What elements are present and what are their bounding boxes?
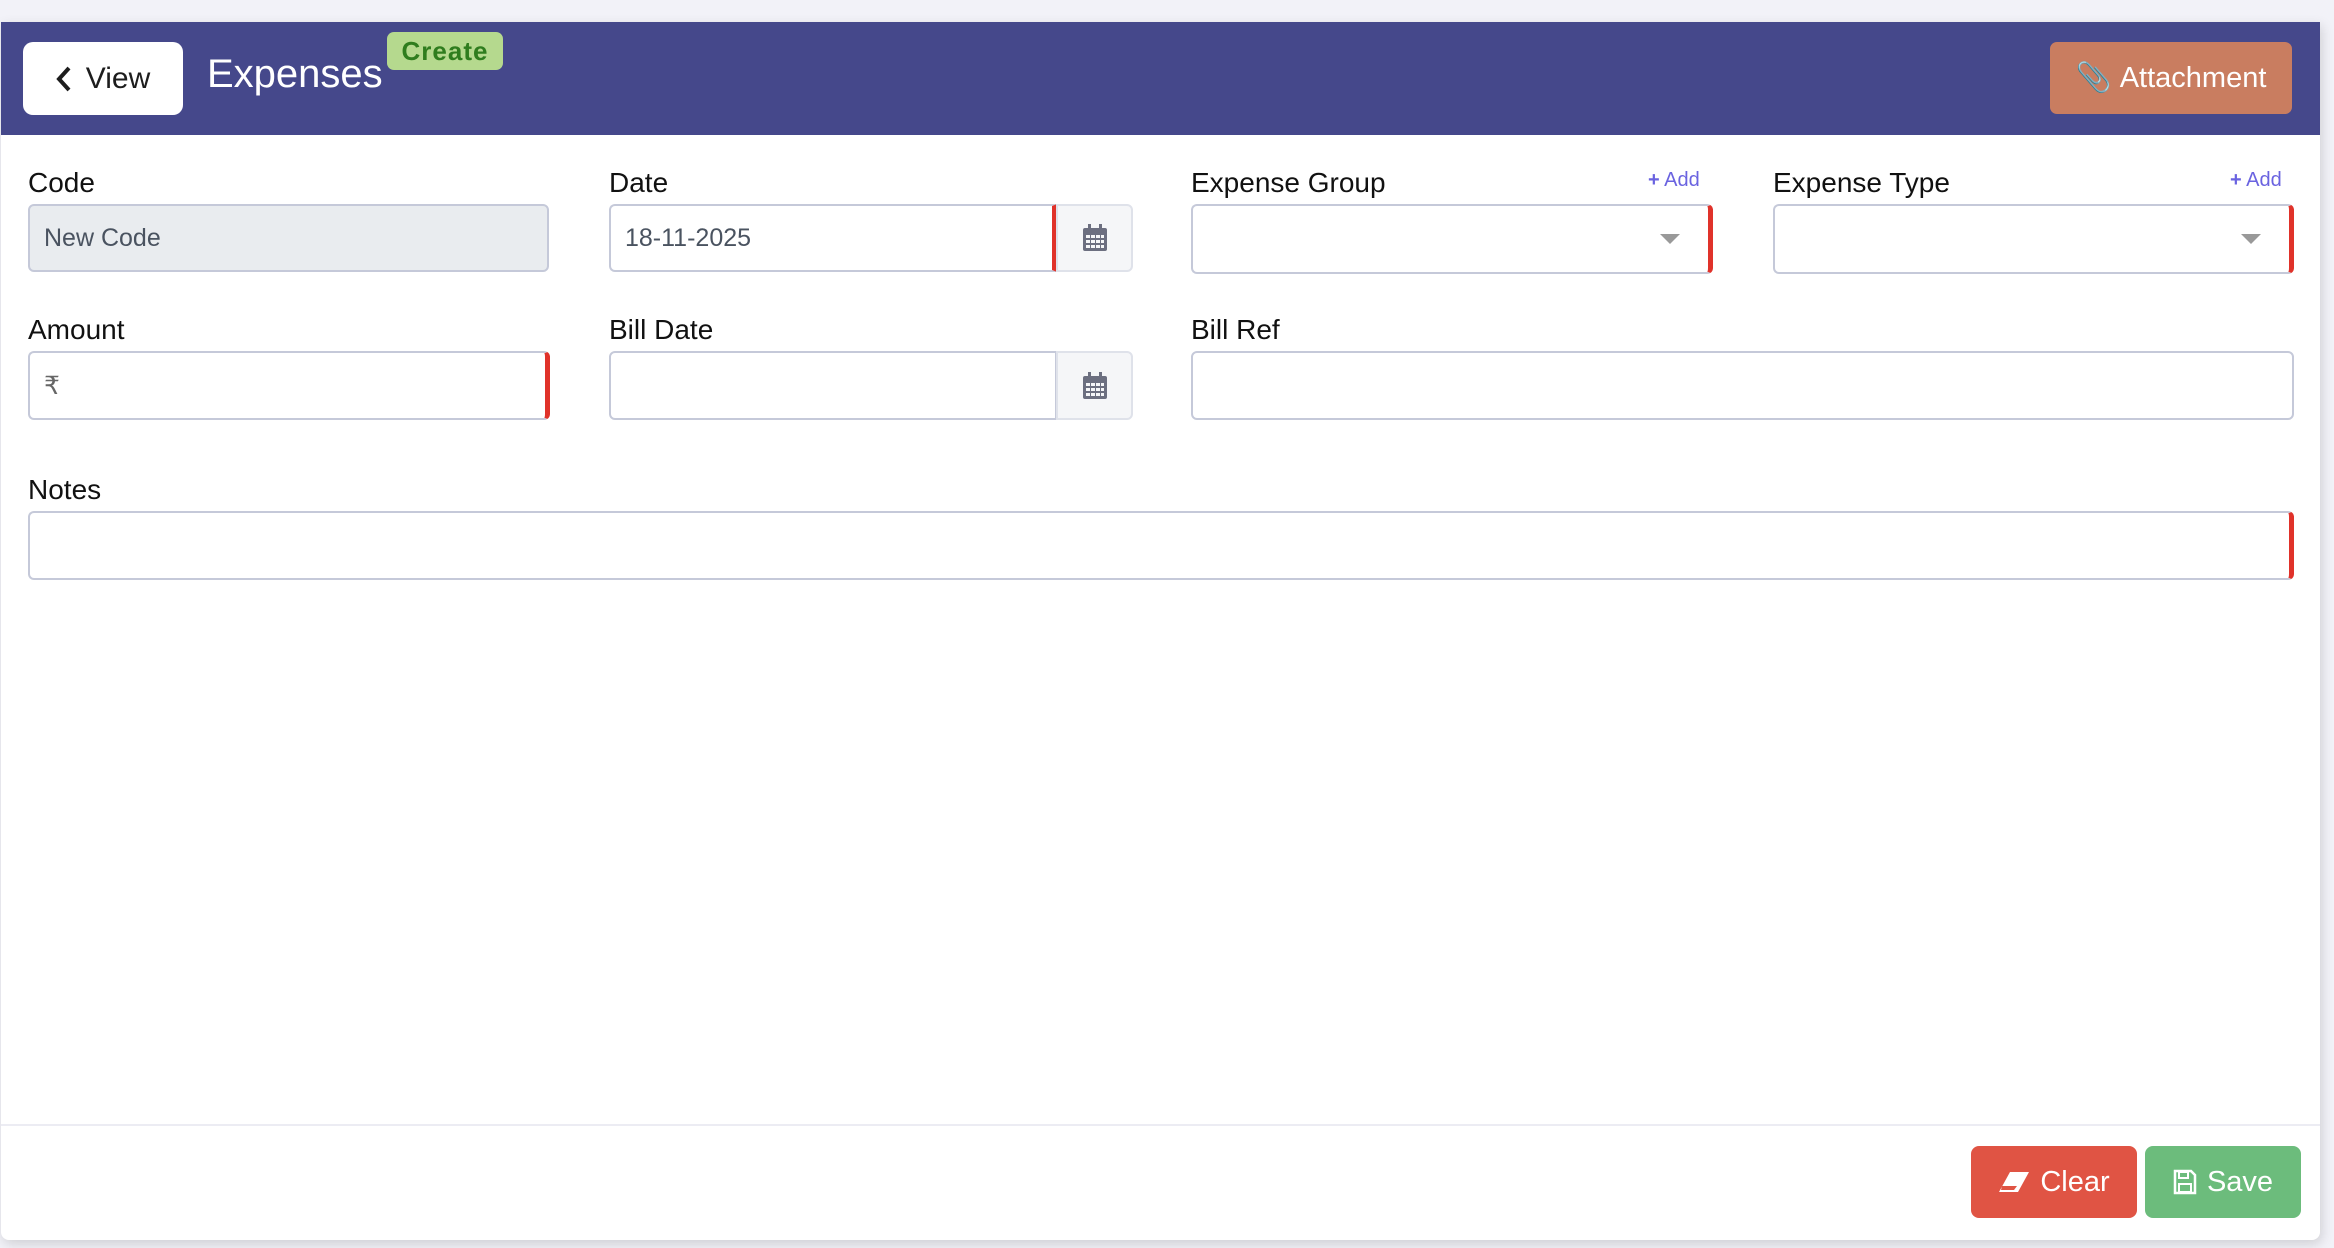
save-button[interactable]: Save <box>2145 1146 2301 1218</box>
plus-icon: + <box>1648 169 1660 191</box>
calendar-icon <box>1082 224 1107 251</box>
back-to-view-button[interactable]: View <box>23 42 183 115</box>
bill-date-picker-button[interactable] <box>1056 351 1133 420</box>
code-label: Code <box>28 167 95 198</box>
code-value: New Code <box>44 223 161 252</box>
attachment-button[interactable]: 📎 Attachment <box>2050 42 2292 114</box>
chevron-left-icon <box>56 66 71 91</box>
calendar-icon <box>1082 371 1107 399</box>
rupee-prefix: ₹ <box>44 371 60 400</box>
save-label: Save <box>2206 1165 2274 1198</box>
attachment-label: Attachment <box>2119 61 2267 94</box>
header-bar: View Expenses Create 📎 Attachment <box>1 22 2320 135</box>
dropdown-caret-icon <box>1660 234 1680 244</box>
expense-group-label: Expense Group <box>1191 167 1386 198</box>
clear-label: Clear <box>2040 1165 2110 1198</box>
bill-ref-input[interactable] <box>1191 351 2294 420</box>
date-input[interactable]: 18-11-2025 <box>609 204 1057 272</box>
mode-badge: Create <box>387 32 503 70</box>
eraser-icon <box>1999 1172 2030 1192</box>
clear-button[interactable]: Clear <box>1971 1146 2137 1218</box>
floppy-disk-icon <box>2173 1169 2197 1195</box>
plus-icon: + <box>2230 169 2242 191</box>
notes-input[interactable] <box>28 511 2294 580</box>
add-label: Add <box>1664 169 1700 191</box>
notes-label: Notes <box>28 474 102 505</box>
amount-label: Amount <box>28 314 125 345</box>
code-input[interactable]: New Code <box>28 204 549 272</box>
date-label: Date <box>609 167 669 198</box>
back-label: View <box>85 61 151 95</box>
page-title: Expenses <box>207 52 383 96</box>
bill-date-input[interactable] <box>609 351 1057 420</box>
date-value: 18-11-2025 <box>625 223 752 252</box>
expense-group-select[interactable] <box>1191 204 1713 274</box>
expense-type-label: Expense Type <box>1773 167 1950 198</box>
amount-input[interactable]: ₹ <box>28 351 550 420</box>
expense-type-select[interactable] <box>1773 204 2294 274</box>
add-label: Add <box>2246 169 2282 191</box>
bill-date-label: Bill Date <box>609 314 714 345</box>
dropdown-caret-icon <box>2241 234 2261 244</box>
bill-ref-label: Bill Ref <box>1191 314 1280 345</box>
footer-divider <box>1 1124 2320 1126</box>
date-picker-button[interactable] <box>1056 204 1133 272</box>
add-expense-group-link[interactable]: + Add <box>1648 169 1700 192</box>
add-expense-type-link[interactable]: + Add <box>2230 169 2282 192</box>
paperclip-icon: 📎 <box>2075 62 2112 94</box>
expense-form-card: View Expenses Create 📎 Attachment Code N… <box>1 22 2320 1240</box>
